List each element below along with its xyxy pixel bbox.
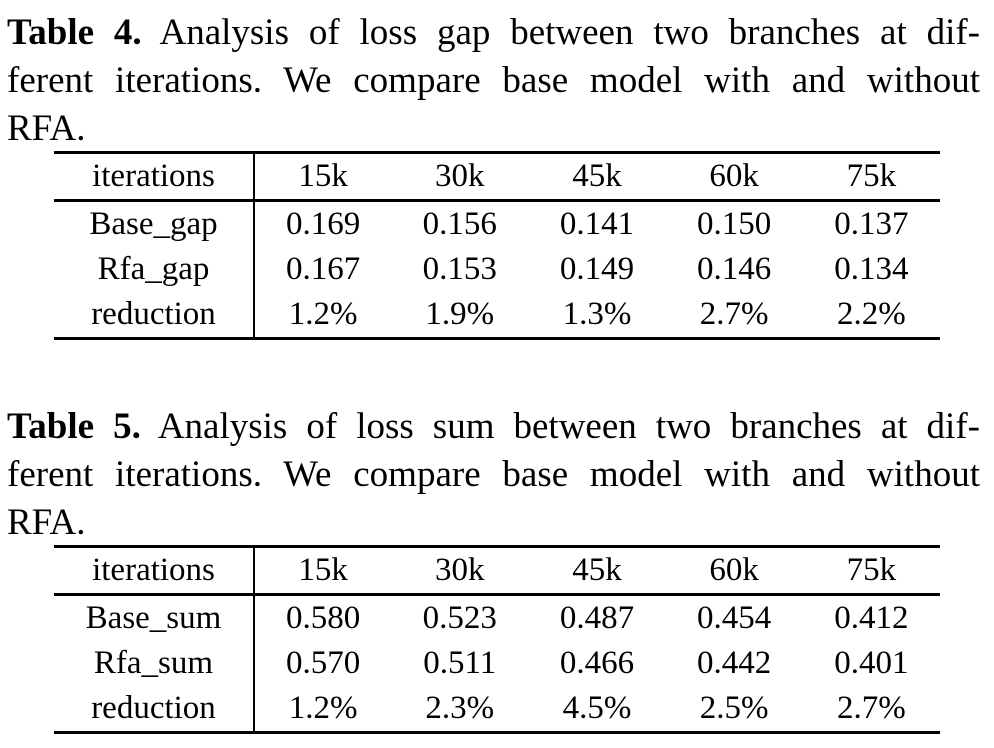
header-cell-30k: 30k [391,546,529,596]
value-cell: 1.9% [425,296,495,333]
caption-line: RFA. [7,108,86,149]
row-label-cell: Base_sum [54,594,255,641]
value-cell: 1.3% [562,296,632,333]
header-cell-45k: 45k [528,546,666,596]
value-cell: 2.5% [699,690,769,727]
value-cell: 0.149 [559,251,635,287]
header-cell-45k: 45k [528,152,666,202]
row-label-cell: reduction [54,686,255,733]
value-cell: 0.146 [697,251,772,287]
value-cell: 0.487 [559,599,635,636]
caption-table-label: Table 4. [7,12,142,53]
row-label-cell: Rfa_sum [54,640,255,687]
caption-line: ferent iterations. We compare base model… [7,454,980,495]
caption-line: RFA. [7,502,86,543]
header-cell-30k: 30k [391,152,529,202]
header-cell-15k: 15k [254,546,392,596]
header-cell-60k: 60k [665,152,803,202]
value-cell: 0.153 [422,251,497,287]
caption-line: Table 4. Analysis of loss gap between tw… [7,9,980,57]
value-cell: 1.2% [288,690,358,727]
value-cell: 4.5% [562,690,632,727]
table-row: Base_gap 0.169 0.156 0.141 0.150 0.137 [54,200,940,247]
table4-data-table: iterations 15k 30k 45k 60k 75k Base_gap … [54,151,940,340]
value-cell: 1.2% [288,296,358,333]
value-cell: 2.7% [699,296,769,333]
caption-line: ferent iterations. We compare base model… [7,60,980,101]
value-cell: 2.7% [837,690,906,727]
value-cell: 2.3% [425,690,495,727]
value-cell: 0.511 [423,645,497,681]
value-cell: 0.412 [834,599,909,636]
value-cell: 0.150 [697,205,772,242]
value-cell: 0.141 [559,205,635,242]
row-label-cell: Base_gap [54,200,255,247]
caption-text: Analysis of loss gap between two branche… [159,12,980,53]
header-cell-60k: 60k [665,546,803,596]
table-row: reduction 1.2% 1.9% 1.3% 2.7% 2.2% [54,292,940,339]
value-cell: 0.570 [285,645,361,681]
value-cell: 0.134 [834,251,909,287]
value-cell: 2.2% [837,296,906,333]
table4-caption: Table 4. Analysis of loss gap between tw… [7,9,980,153]
table5-caption: Table 5. Analysis of loss sum between tw… [7,403,980,547]
value-cell: 0.169 [285,205,361,242]
table-row: reduction 1.2% 2.3% 4.5% 2.5% 2.7% [54,686,940,733]
caption-table-label: Table 5. [7,406,141,447]
value-cell: 0.466 [559,645,635,681]
value-cell: 0.580 [285,599,361,636]
caption-text: Analysis of loss sum between two branche… [157,406,980,447]
table4-header-row: iterations 15k 30k 45k 60k 75k [54,152,940,202]
value-cell: 0.454 [697,599,772,636]
header-cell-75k: 75k [802,546,940,596]
caption-line: Table 5. Analysis of loss sum between tw… [7,403,980,451]
table-row: Base_sum 0.580 0.523 0.487 0.454 0.412 [54,594,940,641]
row-label-cell: Rfa_gap [54,246,255,293]
value-cell: 0.167 [285,251,361,287]
header-cell-75k: 75k [802,152,940,202]
value-cell: 0.442 [697,645,772,681]
row-label-cell: reduction [54,292,255,339]
value-cell: 0.401 [834,645,909,681]
value-cell: 0.523 [422,599,497,636]
header-cell-iterations: iterations [54,546,255,596]
value-cell: 0.156 [422,205,497,242]
table5-data-table: iterations 15k 30k 45k 60k 75k Base_sum … [54,545,940,734]
table5-header-row: iterations 15k 30k 45k 60k 75k [54,546,940,596]
value-cell: 0.137 [834,205,909,242]
header-cell-15k: 15k [254,152,392,202]
table-row: Rfa_sum 0.570 0.511 0.466 0.442 0.401 [54,640,940,687]
header-cell-iterations: iterations [54,152,255,202]
table-row: Rfa_gap 0.167 0.153 0.149 0.146 0.134 [54,246,940,293]
